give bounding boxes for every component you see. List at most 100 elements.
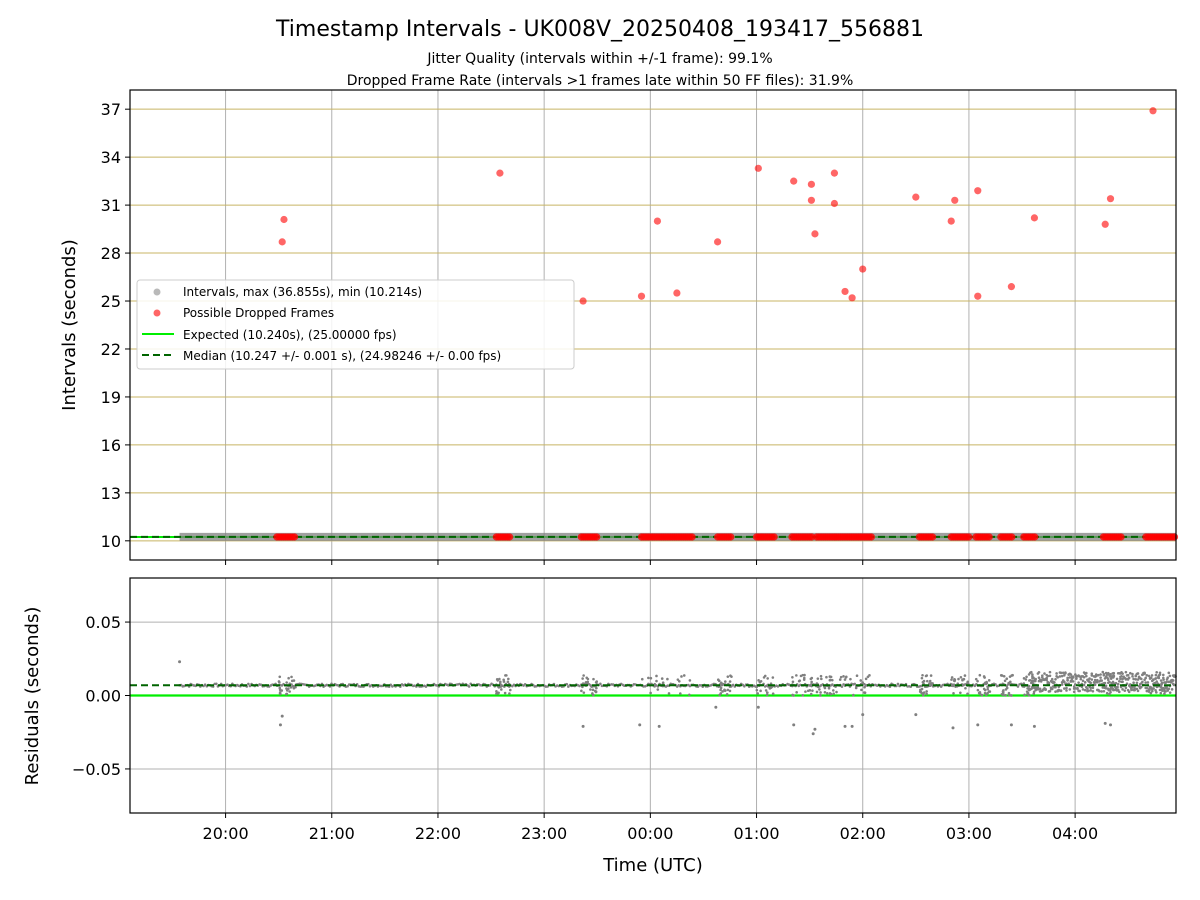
residual-point — [1160, 681, 1164, 685]
residual-point — [802, 676, 806, 680]
residual-point — [952, 691, 955, 695]
residual-point — [1036, 686, 1040, 689]
residual-point — [1147, 690, 1151, 693]
residual-point — [756, 705, 760, 709]
top-y-tick-label: 25 — [101, 292, 121, 311]
residual-point — [496, 691, 500, 695]
residual-point — [1157, 676, 1161, 680]
legend: Intervals, max (36.855s), min (10.214s) … — [136, 279, 575, 370]
residual-point — [1115, 685, 1119, 689]
residual-point — [1120, 674, 1123, 678]
residual-point — [819, 694, 822, 697]
residual-point — [495, 690, 498, 693]
residual-point — [809, 677, 813, 681]
residual-point — [952, 679, 956, 683]
dropped-frame-point — [579, 297, 587, 305]
residual-point — [649, 691, 652, 695]
residual-point — [1028, 678, 1032, 682]
residual-point — [1032, 692, 1036, 695]
residual-point — [1147, 674, 1151, 678]
residual-point — [1034, 677, 1037, 681]
residual-point — [1167, 687, 1171, 691]
residual-point — [1112, 675, 1116, 678]
bottom-y-tick-label: 0.00 — [85, 687, 121, 706]
residual-point — [1033, 679, 1036, 683]
residual-point — [666, 677, 669, 681]
residual-point — [855, 674, 859, 678]
dropped-frame-point — [688, 533, 696, 541]
chart-subtitle-1: Jitter Quality (intervals within +/-1 fr… — [426, 51, 772, 67]
residual-point — [1130, 688, 1133, 692]
residual-point — [978, 691, 982, 694]
dropped-frame-point — [727, 533, 735, 541]
residual-point — [1072, 690, 1076, 694]
residual-point — [976, 723, 980, 727]
residual-point — [809, 692, 813, 696]
residual-point — [1054, 677, 1057, 681]
top-y-tick-label: 10 — [101, 532, 121, 551]
residual-point — [660, 677, 664, 680]
bottom-y-axis-label: Residuals (seconds) — [22, 607, 43, 786]
residual-point — [1068, 688, 1072, 691]
residual-point — [1066, 676, 1069, 680]
residual-point — [966, 680, 970, 684]
x-tick-label: 21:00 — [309, 824, 355, 843]
dropped-frame-point — [951, 196, 959, 204]
residual-point — [595, 686, 598, 690]
residual-point — [1170, 688, 1174, 691]
residual-point — [289, 686, 293, 689]
residual-point — [500, 688, 503, 691]
residual-point — [1077, 681, 1080, 684]
residual-point — [657, 724, 661, 728]
residual-point — [764, 689, 768, 692]
residual-point — [803, 673, 806, 677]
residual-point — [1163, 692, 1166, 696]
dropped-frame-point — [673, 289, 681, 297]
residual-point — [1069, 673, 1073, 676]
residual-point — [1039, 680, 1043, 683]
residual-point — [1098, 689, 1101, 693]
residual-point — [832, 692, 835, 695]
residual-point — [506, 680, 510, 684]
residual-point — [1084, 671, 1088, 675]
residual-point — [823, 686, 827, 690]
residual-point — [791, 675, 794, 679]
dropped-frame-point — [841, 287, 849, 296]
residual-point — [925, 690, 928, 693]
residual-point — [928, 679, 932, 683]
residual-point — [661, 681, 665, 685]
residual-point — [1089, 686, 1092, 690]
dropped-frame-point — [867, 533, 875, 541]
residual-point — [1082, 683, 1086, 687]
residual-point — [1131, 672, 1134, 676]
residual-point — [1054, 685, 1057, 689]
residual-point — [1032, 724, 1036, 728]
residual-point — [808, 689, 812, 692]
residual-point — [287, 676, 290, 680]
residual-point — [964, 686, 967, 690]
residual-point — [1045, 676, 1048, 680]
residual-point — [792, 723, 796, 727]
residual-point — [285, 689, 289, 692]
dropped-frame-point — [928, 533, 937, 541]
top-y-tick-label: 19 — [101, 388, 121, 407]
residual-point — [1167, 680, 1171, 684]
residual-point — [815, 682, 819, 685]
residual-point — [925, 679, 929, 683]
residual-point — [1000, 674, 1004, 677]
residual-point — [292, 679, 296, 682]
dropped-frame-point — [637, 292, 646, 300]
residual-point — [725, 692, 729, 696]
residual-point — [959, 675, 963, 679]
residual-point — [974, 677, 978, 681]
dropped-frame-point — [808, 533, 816, 541]
dropped-frame-point — [1106, 195, 1115, 203]
residual-point — [1029, 670, 1033, 674]
residual-point — [765, 693, 769, 697]
residual-point — [1043, 672, 1046, 675]
residual-point — [285, 681, 288, 684]
residual-point — [682, 674, 686, 677]
dropped-frame-point — [593, 533, 601, 541]
residual-point — [768, 687, 772, 690]
